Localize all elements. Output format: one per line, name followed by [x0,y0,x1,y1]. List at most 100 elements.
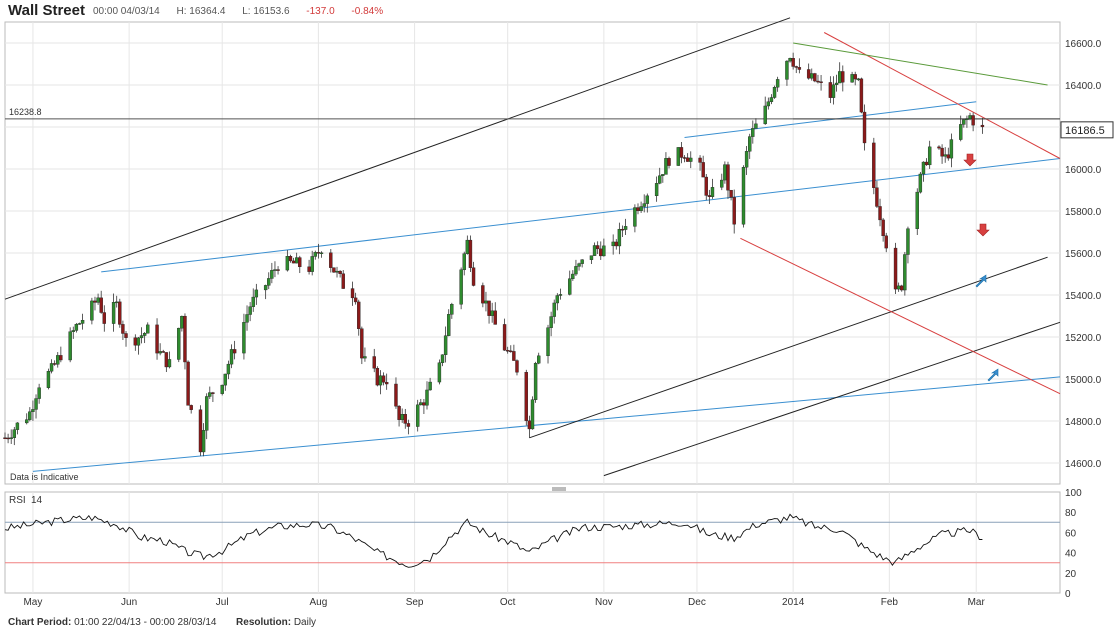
candle-down [468,239,473,268]
candle-down [329,252,333,268]
candle-down [121,324,125,334]
candle-down [332,267,336,273]
candle-down [971,115,975,126]
x-tick-label: Jul [216,597,229,608]
x-tick-label: May [23,597,42,608]
candle-up [177,327,181,360]
change-pct: -0.84% [351,6,384,17]
high-value: H: 16364.4 [176,6,226,17]
rsi-line [4,513,983,568]
candle-down [859,78,864,113]
candle-down [381,375,386,383]
candle-up [425,389,429,406]
candle-up [574,266,578,275]
price-level-label: 16238.8 [9,107,42,117]
candle-down [183,315,187,363]
candle-up [242,322,246,354]
candle-up [229,349,234,365]
candle-down [186,361,190,406]
candle-up [319,252,324,254]
trend-line [4,17,791,300]
candle-up [661,174,665,176]
candle-up [400,414,404,420]
candle-up [226,363,231,375]
x-tick-label: Jun [121,597,137,608]
candle-up [428,381,432,391]
candle-up [903,254,907,291]
candle-up [437,362,442,383]
y-tick-label: 15600.0 [1065,249,1102,260]
candle-down [614,241,618,247]
indicative-watermark: Data is Indicative [10,472,79,482]
candle-up [633,207,637,227]
candle-down [819,81,823,83]
candle-down [3,437,7,439]
chart-header: Wall Street 00:00 04/03/14 H: 16364.4 L:… [0,0,1118,22]
candle-up [558,294,563,296]
candle-up [943,154,947,157]
candles [3,52,985,457]
candle-down [841,71,845,83]
candle-up [115,301,119,304]
low-value: L: 16153.6 [242,6,290,17]
candle-down [704,176,708,196]
candle-up [896,285,901,290]
candle-down [524,372,528,421]
x-tick-label: Sep [406,597,424,608]
candle-up [28,411,32,420]
candle-up [785,60,789,80]
y-tick-label: 15400.0 [1065,291,1102,302]
resolution-label: Resolution: [236,617,292,628]
candle-up [788,58,792,62]
candle-up [378,375,383,386]
candle-up [549,316,553,328]
candle-up [577,263,581,267]
candle-up [772,87,777,98]
candle-down [232,349,237,354]
candle-up [537,355,541,364]
candle-down [372,356,376,369]
candle-down [338,270,342,274]
candle-up [856,78,861,81]
candle-up [552,302,556,317]
rsi-title: RSI [9,495,26,506]
candle-down [406,423,411,427]
candle-down [872,142,876,188]
candle-down [276,269,280,271]
candle-up [447,314,451,336]
candle-up [766,101,771,107]
candle-down [512,351,516,361]
down-arrow-icon [976,223,990,237]
y-tick-label: 16600.0 [1065,39,1102,50]
candle-down [93,300,97,303]
candle-down [828,82,833,98]
instrument-title: Wall Street [8,2,85,19]
x-tick-label: Nov [595,597,613,608]
candle-down [481,285,485,304]
candle-up [31,409,35,412]
candle-down [698,157,702,163]
resolution-value: Daily [293,617,317,628]
candle-down [505,350,510,352]
candle-up [335,270,339,273]
candle-up [25,419,29,424]
candle-up [363,356,367,359]
candle-up [462,253,466,271]
candle-up [611,241,615,247]
x-tick-label: Feb [881,597,899,608]
rsi-y-tick-label: 40 [1065,549,1077,560]
y-tick-label: 15800.0 [1065,207,1102,218]
candle-down [118,301,122,325]
candle-down [422,402,426,406]
candle-up [419,402,423,406]
candle-up [906,228,910,255]
candle-down [307,266,311,272]
down-arrow-icon [963,153,977,167]
candle-down [487,300,491,316]
candle-down [353,297,358,303]
candle-up [568,278,572,295]
candle-up [37,387,41,399]
y-tick-label: 14600.0 [1065,459,1102,470]
candle-down [394,383,398,407]
